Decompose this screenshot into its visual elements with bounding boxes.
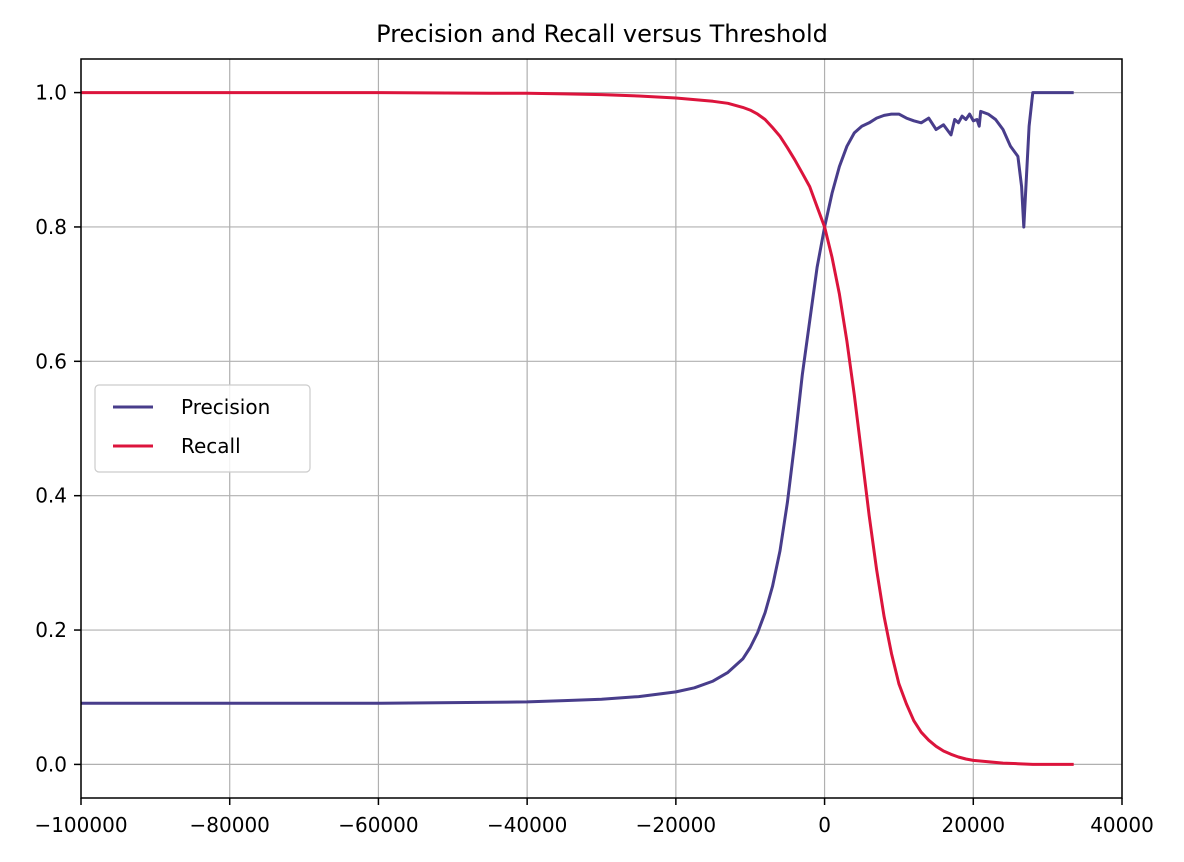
y-tick-label: 0.8 xyxy=(35,215,67,239)
x-tick-label: 20000 xyxy=(941,813,1005,837)
series-line-recall xyxy=(81,91,1074,766)
x-tick-label: −40000 xyxy=(487,813,567,837)
y-tick-label: 0.0 xyxy=(35,752,67,776)
legend-label-precision: Precision xyxy=(181,395,270,419)
y-tick-label: 0.6 xyxy=(35,349,67,373)
axis-ticks: −100000 −80000 −60000 −40000 −20000 0 20000 400… xyxy=(34,81,1153,837)
y-tick-label: 0.4 xyxy=(35,484,67,508)
grid-lines xyxy=(80,59,1123,798)
y-tick-label: 1.0 xyxy=(35,81,67,105)
x-tick-label: 40000 xyxy=(1090,813,1154,837)
series-lines xyxy=(81,91,1074,766)
x-tick-label: −80000 xyxy=(190,813,270,837)
chart-title: Precision and Recall versus Threshold xyxy=(376,20,828,48)
x-tick-label: −60000 xyxy=(338,813,418,837)
x-tick-label: −20000 xyxy=(636,813,716,837)
x-tick-label: −100000 xyxy=(34,813,127,837)
x-tick-label: 0 xyxy=(818,813,831,837)
y-tick-label: 0.2 xyxy=(35,618,67,642)
legend: Precision Recall xyxy=(94,384,311,473)
plot-area-frame xyxy=(80,58,1123,799)
series-line-precision xyxy=(81,91,1074,705)
legend-label-recall: Recall xyxy=(181,434,241,458)
